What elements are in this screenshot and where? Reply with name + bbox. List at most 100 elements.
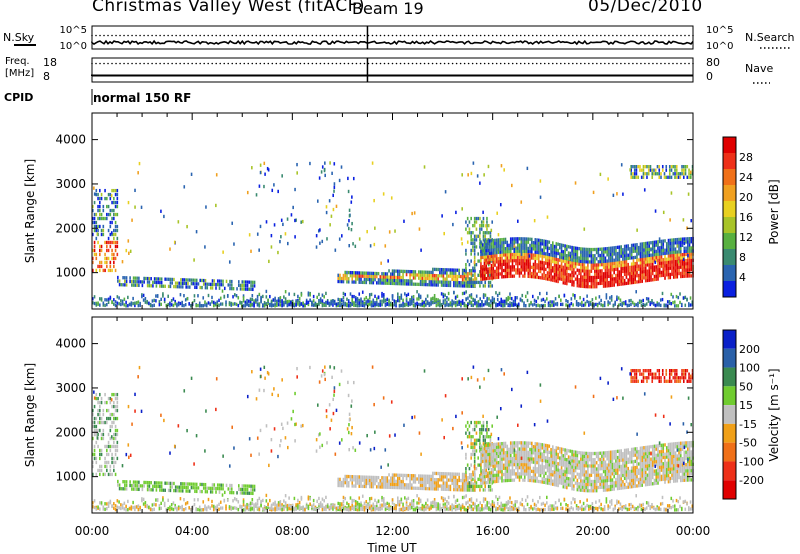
power-cell (350, 228, 353, 232)
power-cell (229, 279, 231, 284)
power-cell (488, 276, 491, 280)
velocity-cell (290, 504, 292, 509)
velocity-cell (425, 501, 427, 506)
velocity-cell (546, 495, 548, 500)
power-cell (627, 244, 629, 248)
power-cell (567, 299, 569, 304)
velocity-cell (166, 481, 168, 485)
power-cell (534, 269, 537, 273)
power-cell (271, 188, 274, 193)
power-cell (273, 183, 275, 187)
power-cell (286, 217, 289, 221)
power-cell (169, 277, 172, 282)
power-cell (480, 255, 482, 260)
power-cell (518, 243, 521, 247)
velocity-cell (321, 507, 324, 512)
power-cell (590, 266, 593, 270)
power-cell (688, 172, 690, 176)
power-cell (279, 296, 282, 300)
velocity-cell (500, 507, 503, 512)
velocity-cell (568, 508, 571, 512)
velocity-cell (181, 489, 184, 493)
power-cell (132, 279, 135, 284)
power-cell (411, 295, 413, 300)
power-cell (560, 249, 563, 253)
power-cell (325, 205, 328, 209)
power-cell (608, 259, 610, 263)
power-cell (497, 241, 500, 245)
power-cell (375, 271, 378, 276)
power-cell (642, 302, 645, 307)
velocity-cell (354, 448, 357, 452)
power-cell (683, 268, 686, 272)
power-cell (472, 303, 474, 307)
power-cell (102, 208, 105, 213)
velocity-cell (111, 504, 113, 509)
power-cell (685, 237, 687, 241)
power-cell (223, 294, 226, 299)
velocity-cell (435, 503, 438, 508)
power-cell (116, 295, 119, 299)
power-cell (670, 175, 673, 179)
power-cell (363, 274, 366, 278)
velocity-cell (116, 499, 119, 503)
power-cell (197, 303, 199, 308)
power-cell (485, 267, 488, 271)
velocity-cell (207, 505, 210, 509)
velocity-cell (174, 488, 177, 493)
velocity-cell (200, 507, 203, 512)
power-cell (354, 303, 357, 308)
power-cell (625, 269, 628, 273)
power-cell (489, 299, 492, 303)
power-cell (681, 243, 684, 248)
power-cell (472, 297, 474, 302)
power-cell (657, 271, 659, 275)
velocity-cell (214, 505, 217, 510)
power-cell (600, 298, 602, 303)
velocity-cell (160, 488, 163, 492)
velocity-cell (395, 506, 397, 510)
power-cell (106, 264, 108, 269)
power-cell (398, 299, 401, 303)
power-cell (660, 242, 663, 247)
power-cell (658, 274, 661, 278)
power-cell (358, 301, 361, 305)
velocity-cell (160, 481, 163, 485)
velocity-cell (187, 482, 189, 486)
power-cell (516, 237, 519, 241)
power-cell (486, 227, 488, 231)
power-cell (113, 212, 115, 217)
power-cell (432, 267, 434, 272)
power-cell (686, 243, 689, 247)
power-cell (439, 267, 441, 272)
power-cell (558, 294, 560, 299)
velocity-cell (465, 501, 467, 505)
power-cell (351, 271, 354, 275)
power-cell (571, 245, 573, 250)
power-cell (294, 187, 296, 192)
velocity-cell (328, 403, 331, 407)
power-cell (646, 275, 649, 280)
power-cell (95, 252, 98, 257)
power-cell (367, 299, 369, 303)
power-cell (662, 264, 665, 268)
power-cell (440, 292, 443, 296)
power-cell (468, 294, 471, 298)
velocity-cell (475, 498, 478, 502)
power-cell (483, 258, 486, 262)
power-cell (372, 303, 375, 308)
velocity-cell (109, 412, 112, 417)
power-cell (207, 301, 210, 305)
power-cell (141, 280, 144, 284)
power-cell (617, 303, 620, 307)
power-cell (233, 242, 235, 246)
power-cell (167, 302, 169, 307)
power-cell (372, 277, 375, 282)
power-cell (136, 283, 138, 287)
velocity-cell (665, 508, 667, 512)
power-cell (463, 303, 466, 307)
velocity-cell (106, 468, 108, 473)
power-cell (480, 243, 482, 247)
velocity-cell (472, 507, 474, 511)
velocity-cell (414, 507, 417, 512)
